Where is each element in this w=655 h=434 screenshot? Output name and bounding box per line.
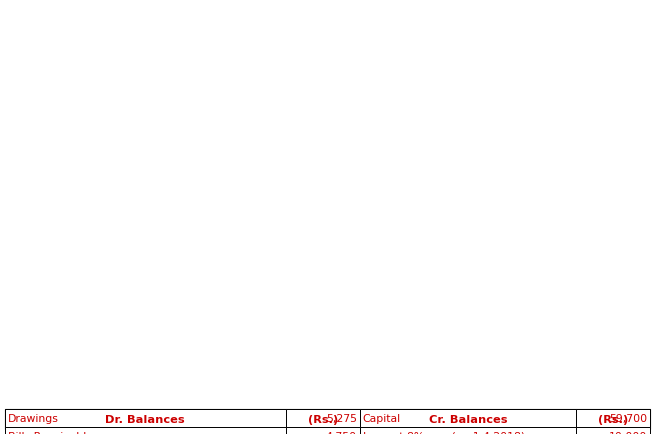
Text: 59,700: 59,700	[609, 413, 647, 423]
Bar	[360, 409, 576, 427]
Text: (Rs.): (Rs.)	[598, 414, 628, 424]
Bar	[286, 409, 360, 427]
Bar	[5, 409, 286, 427]
Bar	[576, 409, 650, 429]
Text: 10,000: 10,000	[608, 431, 647, 434]
Text: (Rs.): (Rs.)	[308, 414, 338, 424]
Bar	[576, 409, 650, 427]
Text: 5,275: 5,275	[326, 413, 357, 423]
Text: Bills Receivable: Bills Receivable	[8, 431, 93, 434]
Text: 4,750: 4,750	[326, 431, 357, 434]
Text: Capital: Capital	[363, 413, 401, 423]
Bar	[576, 427, 650, 434]
Text: Loan at 8% p.a. (on.1.4.2018): Loan at 8% p.a. (on.1.4.2018)	[363, 431, 525, 434]
Text: Dr. Balances: Dr. Balances	[105, 414, 185, 424]
Bar	[5, 409, 286, 429]
Bar	[360, 427, 576, 434]
Bar	[286, 409, 360, 429]
Bar	[5, 427, 286, 434]
Bar	[286, 427, 360, 434]
Bar	[360, 409, 576, 429]
Text: Drawings: Drawings	[8, 413, 59, 423]
Text: Cr. Balances: Cr. Balances	[428, 414, 507, 424]
